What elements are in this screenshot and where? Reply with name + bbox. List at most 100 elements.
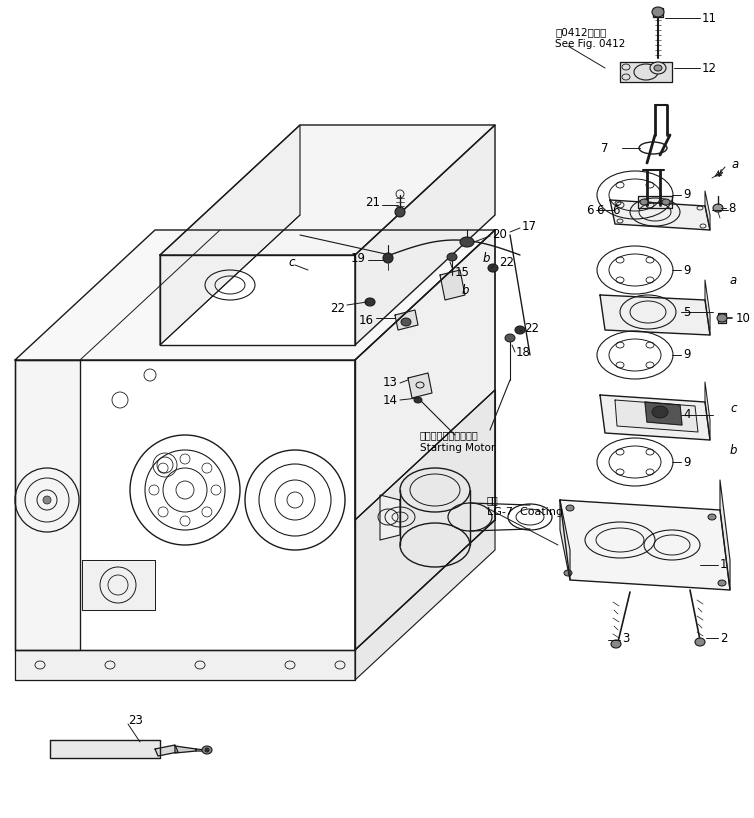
Text: 17: 17 xyxy=(522,219,537,232)
Text: 2: 2 xyxy=(720,631,728,645)
Ellipse shape xyxy=(652,7,664,17)
Text: See Fig. 0412: See Fig. 0412 xyxy=(555,39,625,49)
Text: c: c xyxy=(288,255,295,268)
Ellipse shape xyxy=(395,207,405,217)
Ellipse shape xyxy=(652,406,668,418)
Polygon shape xyxy=(645,402,682,425)
Text: 21: 21 xyxy=(365,196,380,209)
Text: 湂布: 湂布 xyxy=(487,495,498,505)
Polygon shape xyxy=(175,746,196,753)
Text: b: b xyxy=(483,251,490,264)
Text: 14: 14 xyxy=(383,393,398,407)
Polygon shape xyxy=(380,495,400,540)
Ellipse shape xyxy=(713,204,723,212)
Text: 16: 16 xyxy=(359,313,374,326)
Text: 15: 15 xyxy=(455,266,470,278)
Ellipse shape xyxy=(708,514,716,520)
Ellipse shape xyxy=(488,264,498,272)
Polygon shape xyxy=(155,745,178,756)
Polygon shape xyxy=(355,520,495,680)
Polygon shape xyxy=(15,360,355,650)
Text: a: a xyxy=(732,159,739,172)
Ellipse shape xyxy=(205,748,209,752)
Ellipse shape xyxy=(383,253,393,263)
Text: a: a xyxy=(730,273,737,286)
Polygon shape xyxy=(50,740,160,758)
Polygon shape xyxy=(15,230,495,360)
Polygon shape xyxy=(355,390,495,650)
Text: 3: 3 xyxy=(622,631,630,645)
Text: 12: 12 xyxy=(702,61,717,74)
Ellipse shape xyxy=(401,318,411,326)
Polygon shape xyxy=(160,125,495,255)
Ellipse shape xyxy=(717,314,727,322)
Polygon shape xyxy=(600,395,710,440)
Text: b: b xyxy=(462,284,470,296)
Polygon shape xyxy=(196,749,206,751)
Polygon shape xyxy=(610,200,710,230)
Polygon shape xyxy=(15,650,355,680)
Text: c: c xyxy=(730,402,737,415)
Text: 6: 6 xyxy=(596,204,604,217)
Ellipse shape xyxy=(447,253,457,261)
Text: 22: 22 xyxy=(499,255,514,268)
Ellipse shape xyxy=(564,570,572,576)
Text: 4: 4 xyxy=(683,408,691,421)
Polygon shape xyxy=(718,313,726,323)
Text: 8: 8 xyxy=(728,201,735,214)
Text: 9: 9 xyxy=(683,456,691,469)
Polygon shape xyxy=(440,270,465,300)
Polygon shape xyxy=(653,8,663,17)
Ellipse shape xyxy=(640,199,648,205)
Ellipse shape xyxy=(202,746,212,754)
Polygon shape xyxy=(705,280,710,335)
Text: Starting Motor: Starting Motor xyxy=(420,443,495,453)
Text: 5: 5 xyxy=(683,305,691,318)
Text: 23: 23 xyxy=(128,713,143,726)
Text: 9: 9 xyxy=(683,188,691,201)
Ellipse shape xyxy=(460,237,474,247)
Text: LG-7  Coating: LG-7 Coating xyxy=(487,507,563,517)
Text: 6: 6 xyxy=(612,204,620,217)
Text: 20: 20 xyxy=(492,227,507,240)
Polygon shape xyxy=(15,360,80,650)
Polygon shape xyxy=(705,382,710,440)
Polygon shape xyxy=(705,191,710,230)
Text: b: b xyxy=(730,443,737,456)
Polygon shape xyxy=(160,255,355,345)
Ellipse shape xyxy=(718,580,726,586)
Ellipse shape xyxy=(695,638,705,646)
Text: 6: 6 xyxy=(587,204,594,217)
Ellipse shape xyxy=(662,199,670,205)
Text: 11: 11 xyxy=(702,11,717,25)
Polygon shape xyxy=(82,560,155,610)
Text: 22: 22 xyxy=(524,321,539,335)
Polygon shape xyxy=(560,500,730,590)
Polygon shape xyxy=(355,125,495,345)
Polygon shape xyxy=(615,400,698,432)
Text: 第0412図参照: 第0412図参照 xyxy=(555,27,606,37)
Polygon shape xyxy=(355,230,495,650)
Text: 22: 22 xyxy=(330,302,345,314)
Ellipse shape xyxy=(505,334,515,342)
Ellipse shape xyxy=(566,505,574,511)
Polygon shape xyxy=(408,373,432,398)
Text: 10: 10 xyxy=(736,312,751,325)
Polygon shape xyxy=(600,295,710,335)
Polygon shape xyxy=(560,500,570,580)
Ellipse shape xyxy=(654,65,662,71)
Text: 9: 9 xyxy=(683,348,691,362)
Polygon shape xyxy=(395,310,418,330)
Polygon shape xyxy=(620,62,672,82)
Polygon shape xyxy=(720,480,730,590)
Ellipse shape xyxy=(650,62,666,74)
Polygon shape xyxy=(355,230,495,520)
Text: 9: 9 xyxy=(683,263,691,276)
Ellipse shape xyxy=(414,397,422,403)
Ellipse shape xyxy=(43,496,51,504)
Text: 19: 19 xyxy=(351,251,366,264)
Ellipse shape xyxy=(515,326,525,334)
Polygon shape xyxy=(638,196,672,208)
Text: 18: 18 xyxy=(516,345,531,358)
Ellipse shape xyxy=(365,298,375,306)
